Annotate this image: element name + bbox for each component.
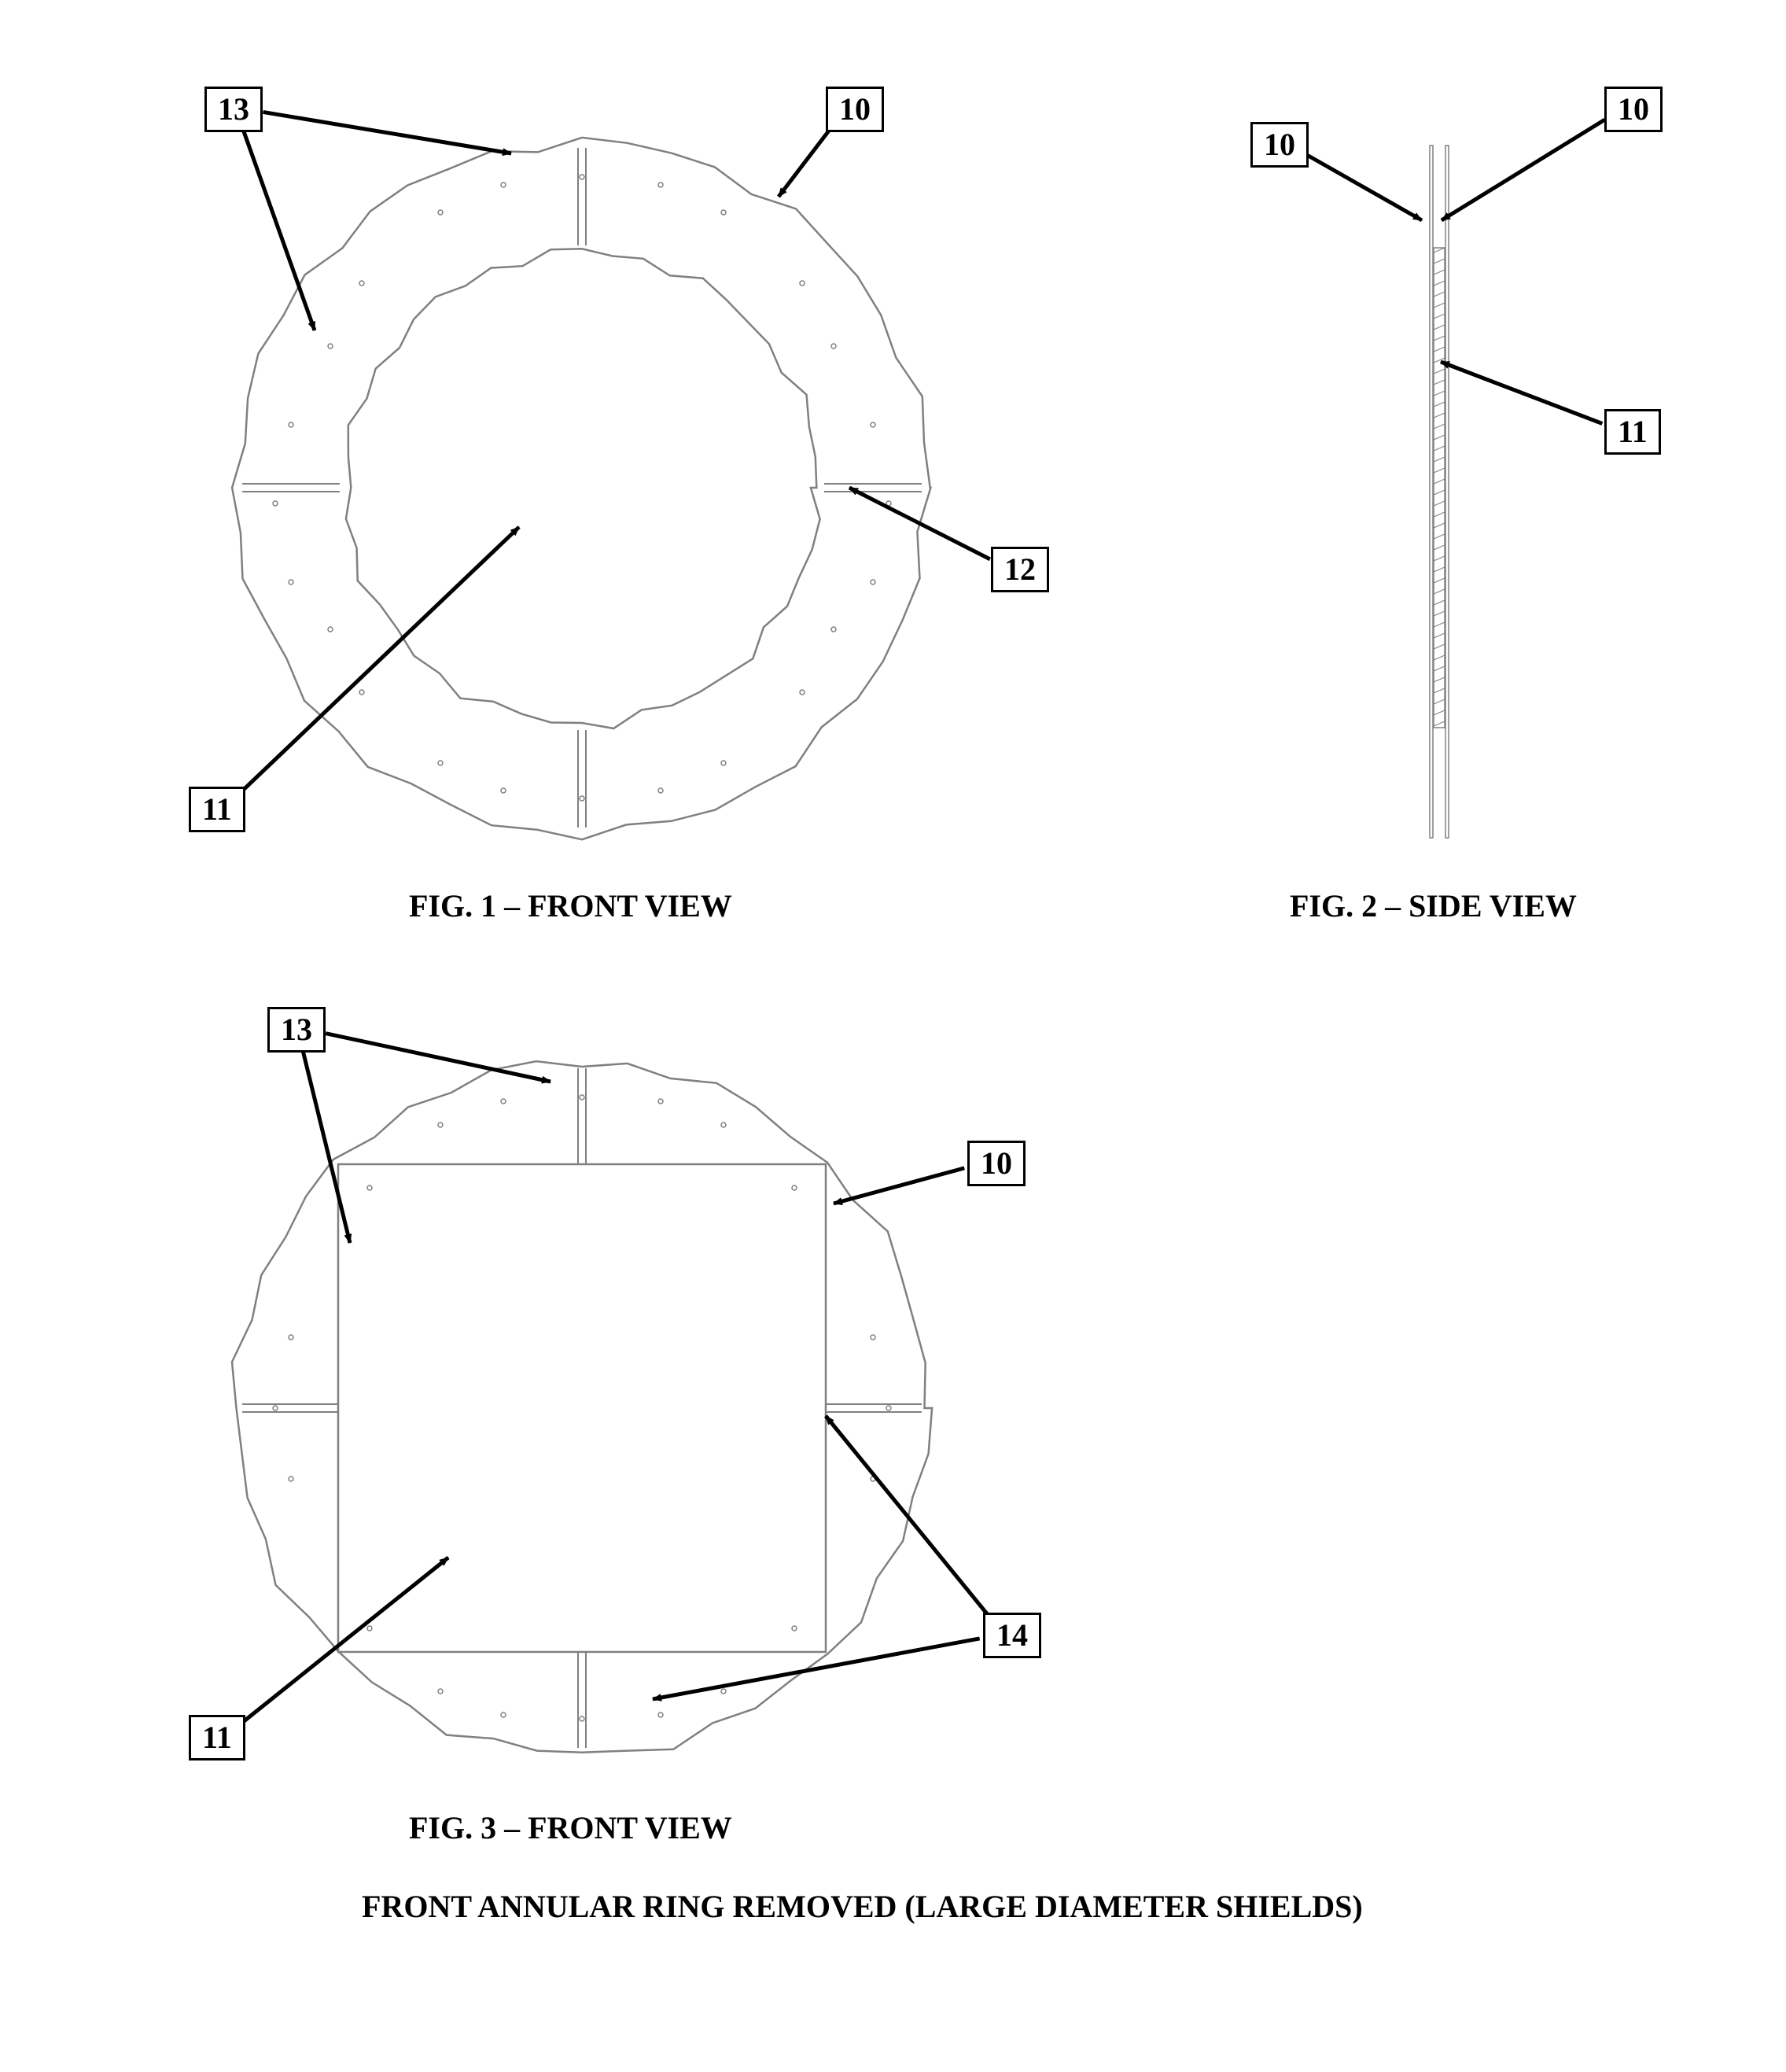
fig1-caption: FIG. 1 – FRONT VIEW bbox=[409, 887, 732, 924]
fig3-label-11: 11 bbox=[189, 1715, 245, 1760]
fig2-label-10-right: 10 bbox=[1604, 87, 1663, 132]
footer-caption: FRONT ANNULAR RING REMOVED (LARGE DIAMET… bbox=[362, 1888, 1363, 1925]
label-11-text: 11 bbox=[202, 791, 232, 827]
fig1-caption-text: FIG. 1 – FRONT VIEW bbox=[409, 888, 732, 924]
label-text: 10 bbox=[1264, 127, 1295, 162]
label-text: 11 bbox=[1618, 414, 1648, 449]
label-13-text: 13 bbox=[218, 91, 249, 127]
footer-text: FRONT ANNULAR RING REMOVED (LARGE DIAMET… bbox=[362, 1889, 1363, 1924]
fig2-caption: FIG. 2 – SIDE VIEW bbox=[1290, 887, 1577, 924]
fig2-label-11: 11 bbox=[1604, 409, 1661, 455]
fig2-label-10-left: 10 bbox=[1250, 122, 1309, 168]
fig1-label-11: 11 bbox=[189, 787, 245, 832]
fig3-label-13: 13 bbox=[267, 1007, 326, 1053]
label-text: 10 bbox=[1618, 91, 1649, 127]
label-text: 14 bbox=[996, 1617, 1028, 1653]
label-text: 11 bbox=[202, 1720, 232, 1755]
label-10-text: 10 bbox=[839, 91, 871, 127]
fig3-label-14: 14 bbox=[983, 1613, 1041, 1658]
fig1-label-12: 12 bbox=[991, 547, 1049, 592]
label-text: 13 bbox=[281, 1012, 312, 1047]
patent-figure-page: 13 10 12 11 FIG. 1 – FRONT VIEW 10 10 11… bbox=[0, 0, 1786, 2072]
fig1-label-10: 10 bbox=[826, 87, 884, 132]
label-text: 10 bbox=[981, 1145, 1012, 1181]
fig3-label-10: 10 bbox=[967, 1141, 1026, 1186]
fig3-caption-text: FIG. 3 – FRONT VIEW bbox=[409, 1810, 732, 1845]
label-12-text: 12 bbox=[1004, 551, 1036, 587]
fig2-caption-text: FIG. 2 – SIDE VIEW bbox=[1290, 888, 1577, 924]
fig1-label-13: 13 bbox=[204, 87, 263, 132]
fig3-caption: FIG. 3 – FRONT VIEW bbox=[409, 1809, 732, 1846]
